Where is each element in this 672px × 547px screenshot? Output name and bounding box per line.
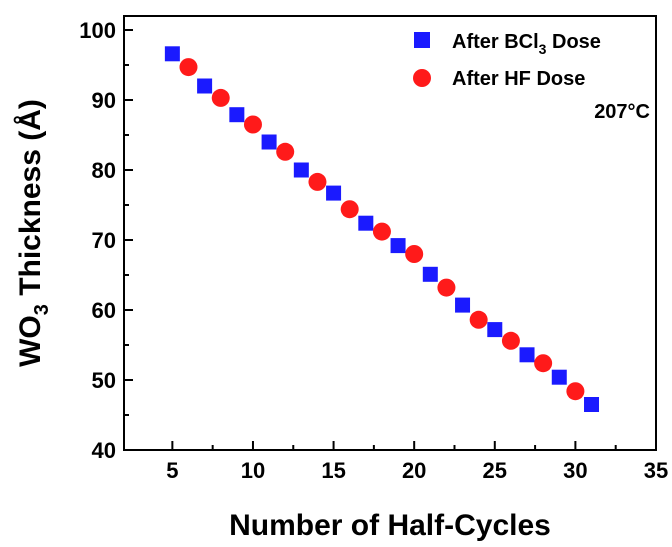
legend-marker-hf [413, 69, 431, 87]
data-point-bcl3 [164, 46, 180, 62]
y-tick-label: 40 [92, 438, 116, 463]
data-point-hf [308, 172, 327, 191]
legend: After BCl3 Dose After HF Dose [413, 31, 601, 90]
x-axis-title: Number of Half-Cycles [229, 509, 551, 542]
data-point-bcl3 [455, 297, 471, 313]
x-tick-label: 10 [241, 458, 265, 483]
y-tick-label: 80 [92, 158, 116, 183]
x-tick-label: 30 [563, 458, 587, 483]
data-point-bcl3 [229, 107, 245, 123]
data-point-hf [437, 278, 456, 297]
data-point-hf [211, 88, 230, 107]
axis-ticks: 5 10 15 20 25 30 35 40 50 60 70 80 90 100 [79, 18, 668, 483]
data-point-bcl3 [519, 347, 535, 363]
data-point-bcl3 [197, 78, 213, 94]
data-point-bcl3 [487, 322, 503, 338]
plot-frame [123, 15, 657, 451]
legend-marker-bcl3 [414, 32, 430, 48]
data-point-bcl3 [326, 185, 342, 201]
legend-label-hf: After HF Dose [452, 68, 585, 90]
data-marks [164, 46, 600, 412]
y-tick-label: 100 [79, 18, 116, 43]
y-axis-title: WO3 Thickness (Å) [14, 99, 53, 367]
data-point-bcl3 [293, 162, 309, 178]
data-point-bcl3 [390, 238, 406, 254]
x-tick-label: 5 [166, 458, 178, 483]
x-tick-label: 20 [402, 458, 426, 483]
legend-label-bcl3: After BCl3 Dose [452, 31, 601, 57]
data-point-hf [276, 142, 295, 161]
data-point-hf [179, 58, 198, 77]
data-point-bcl3 [551, 369, 567, 385]
data-point-hf [534, 354, 553, 373]
data-point-hf [566, 382, 585, 401]
data-point-bcl3 [358, 215, 374, 231]
data-point-bcl3 [422, 266, 438, 282]
data-point-bcl3 [261, 134, 277, 150]
data-point-hf [469, 310, 488, 329]
data-point-hf [405, 245, 424, 263]
y-tick-label: 70 [92, 228, 116, 253]
x-tick-label: 15 [321, 458, 345, 483]
data-point-hf [340, 200, 359, 219]
data-point-hf [501, 331, 520, 350]
x-tick-label: 25 [483, 458, 507, 483]
y-tick-label: 50 [92, 368, 116, 393]
temperature-annotation: 207°C [594, 101, 650, 123]
data-point-hf [243, 115, 262, 134]
y-tick-label: 60 [92, 298, 116, 323]
data-point-hf [372, 222, 391, 241]
y-tick-label: 90 [92, 88, 116, 113]
data-point-bcl3 [584, 397, 600, 412]
x-tick-label: 35 [644, 458, 668, 483]
